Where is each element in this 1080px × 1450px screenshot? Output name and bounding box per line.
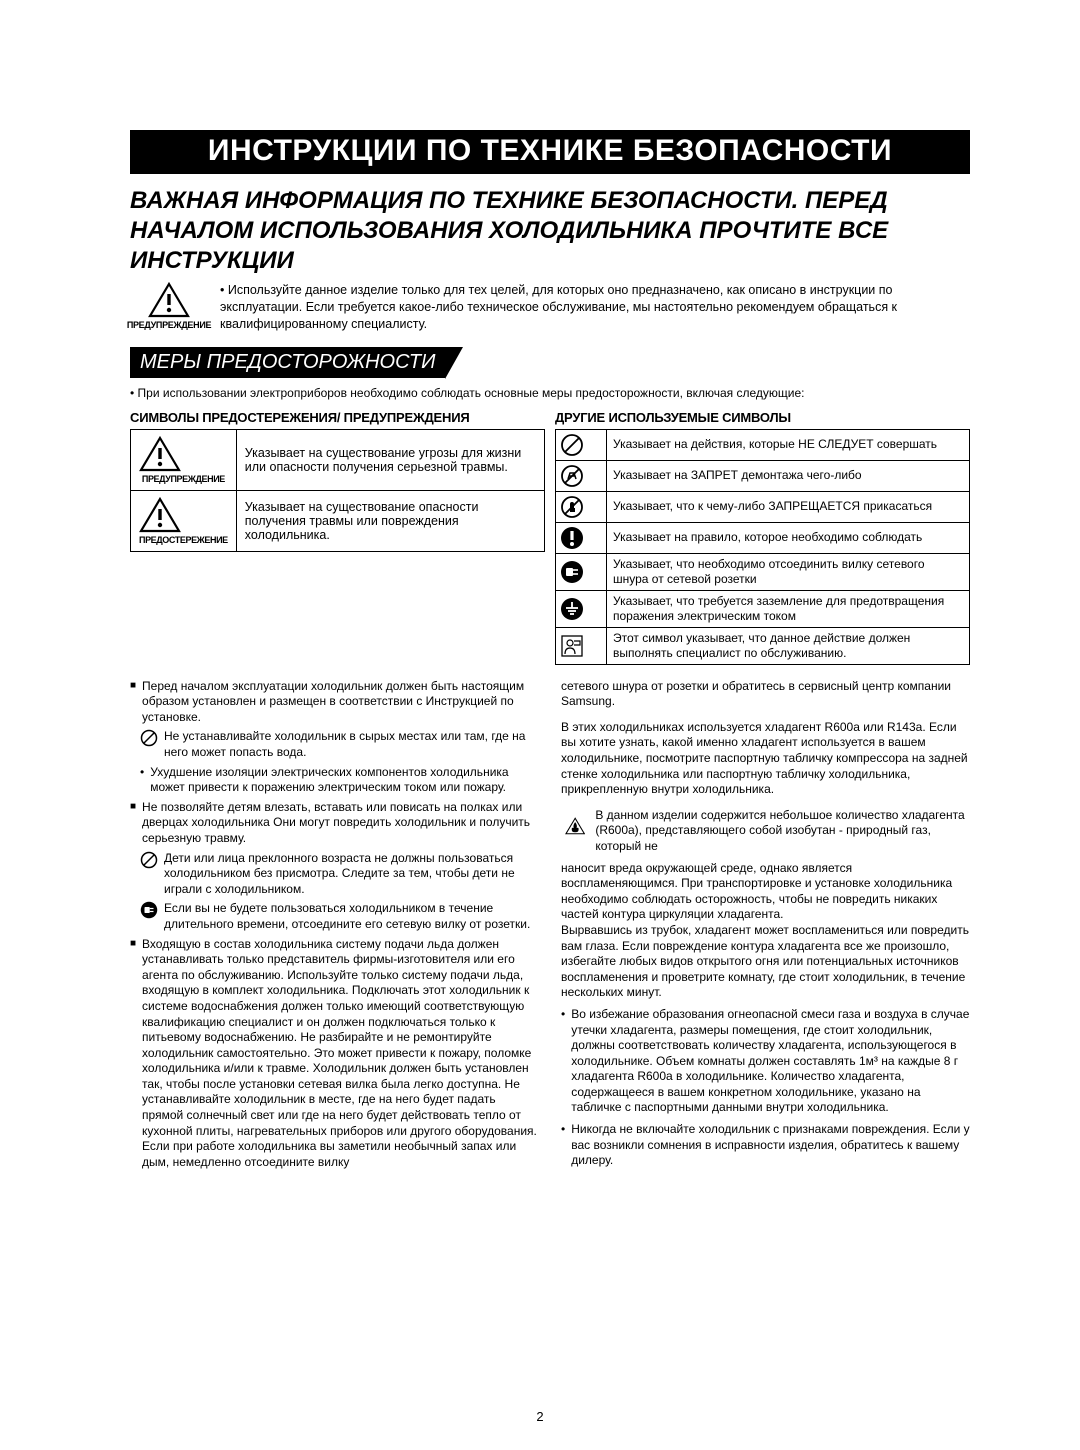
row-text: Указывает, что к чему-либо ЗАПРЕЩАЕТСЯ п… (607, 491, 970, 522)
table-row: Этот символ указывает, что данное действ… (556, 627, 970, 664)
intro-row: ПРЕДУПРЕЖДЕНИЕ • Используйте данное изде… (130, 282, 970, 333)
row-icon-caption: ПРЕДОСТЕРЕЖЕНИЕ (139, 535, 228, 545)
table-row: Указывает, что необходимо отсоединить ви… (556, 553, 970, 590)
warning-triangle-icon (148, 282, 190, 318)
flammable-warning-row: В данном изделии содержится небольшое ко… (565, 808, 970, 855)
unplug-icon (560, 560, 584, 584)
bullet-square: Перед началом эксплуатации холодильник д… (130, 679, 539, 726)
warning-symbols-table: ПРЕДУПРЕЖДЕНИЕ Указывает на существовани… (130, 429, 545, 552)
prohibit-icon (140, 729, 158, 747)
other-symbols-table-block: ДРУГИЕ ИСПОЛЬЗУЕМЫЕ СИМВОЛЫ Указывает на… (555, 410, 970, 665)
row-icon-caption: ПРЕДУПРЕЖДЕНИЕ (139, 474, 228, 484)
bullet-with-icon: Не устанавливайте холодильник в сырых ме… (140, 729, 539, 760)
other-symbols-table: Указывает на действия, которые НЕ СЛЕДУЕ… (555, 429, 970, 665)
page-number: 2 (536, 1409, 543, 1424)
row-text: Указывает на правило, которое необходимо… (607, 522, 970, 553)
left-table-title: СИМВОЛЫ ПРЕДОСТЕРЕЖЕНИЯ/ ПРЕДУПРЕЖДЕНИЯ (130, 410, 545, 425)
flammable-triangle-icon (565, 808, 585, 844)
unplug-icon (140, 901, 158, 919)
bullet-dot: Никогда не включайте холодильник с призн… (561, 1122, 970, 1169)
prohibit-icon (560, 433, 584, 457)
bullet-square: Не позволяйте детям влезать, вставать ил… (130, 800, 539, 847)
precaution-note: • При использовании электроприборов необ… (130, 386, 970, 400)
warning-icon-block: ПРЕДУПРЕЖДЕНИЕ (130, 282, 208, 330)
table-row: Указывает на ЗАПРЕТ демонтажа чего-либо (556, 460, 970, 491)
left-column: Перед началом эксплуатации холодильник д… (130, 679, 539, 1175)
right-table-title: ДРУГИЕ ИСПОЛЬЗУЕМЫЕ СИМВОЛЫ (555, 410, 970, 425)
row-text: Указывает, что необходимо отсоединить ви… (607, 553, 970, 590)
prohibit-icon (140, 851, 158, 869)
row-text: Указывает на ЗАПРЕТ демонтажа чего-либо (607, 460, 970, 491)
row-text: Этот символ указывает, что данное действ… (607, 627, 970, 664)
body-columns: Перед началом эксплуатации холодильник д… (130, 679, 970, 1175)
right-column: сетевого шнура от розетки и обратитесь в… (561, 679, 970, 1175)
section-tab: МЕРЫ ПРЕДОСТОРОЖНОСТИ (130, 347, 445, 378)
must-follow-icon (560, 526, 584, 550)
page-title-bar: ИНСТРУКЦИИ ПО ТЕХНИКЕ БЕЗОПАСНОСТИ (130, 130, 970, 174)
service-person-icon (560, 634, 584, 658)
no-disassemble-icon (560, 464, 584, 488)
row-text: Указывает, что требуется заземление для … (607, 590, 970, 627)
bullet-with-icon: Дети или лица преклонного возраста не до… (140, 851, 539, 898)
warning-symbols-table-block: СИМВОЛЫ ПРЕДОСТЕРЕЖЕНИЯ/ ПРЕДУПРЕЖДЕНИЯ … (130, 410, 545, 665)
table-row: Указывает на действия, которые НЕ СЛЕДУЕ… (556, 429, 970, 460)
warning-icon-caption: ПРЕДУПРЕЖДЕНИЕ (127, 320, 211, 330)
table-row: Указывает, что требуется заземление для … (556, 590, 970, 627)
bullet-square: Входящую в состав холодильника систему п… (130, 937, 539, 1171)
section-tab-label: МЕРЫ ПРЕДОСТОРОЖНОСТИ (140, 351, 435, 373)
table-row: Указывает, что к чему-либо ЗАПРЕЩАЕТСЯ п… (556, 491, 970, 522)
paragraph: наносит вреда окружающей среде, однако я… (561, 861, 970, 1001)
table-row: ПРЕДОСТЕРЕЖЕНИЕ Указывает на существован… (131, 490, 545, 551)
no-touch-icon (560, 495, 584, 519)
intro-text: • Используйте данное изделие только для … (220, 282, 970, 333)
symbol-tables-row: СИМВОЛЫ ПРЕДОСТЕРЕЖЕНИЯ/ ПРЕДУПРЕЖДЕНИЯ … (130, 410, 970, 665)
bullet-with-icon: Если вы не будете пользоваться холодильн… (140, 901, 539, 932)
row-text: Указывает на существование опасности пол… (236, 490, 544, 551)
paragraph: В этих холодильниках используется хладаг… (561, 720, 970, 798)
page: ИНСТРУКЦИИ ПО ТЕХНИКЕ БЕЗОПАСНОСТИ ВАЖНА… (0, 0, 1080, 1450)
table-row: ПРЕДУПРЕЖДЕНИЕ Указывает на существовани… (131, 429, 545, 490)
page-title: ИНСТРУКЦИИ ПО ТЕХНИКЕ БЕЗОПАСНОСТИ (208, 134, 892, 167)
ground-icon (560, 597, 584, 621)
bullet-dot: Во избежание образования огнеопасной сме… (561, 1007, 970, 1116)
table-row: Указывает на правило, которое необходимо… (556, 522, 970, 553)
continuation-text: сетевого шнура от розетки и обратитесь в… (561, 679, 970, 710)
row-text: Указывает на действия, которые НЕ СЛЕДУЕ… (607, 429, 970, 460)
page-subtitle: ВАЖНАЯ ИНФОРМАЦИЯ ПО ТЕХНИКЕ БЕЗОПАСНОСТ… (130, 186, 970, 276)
caution-triangle-icon (139, 497, 181, 533)
row-text: Указывает на существование угрозы для жи… (236, 429, 544, 490)
bullet-dot: Ухудшение изоляции электрических компоне… (140, 765, 539, 796)
warning-triangle-icon (139, 436, 181, 472)
